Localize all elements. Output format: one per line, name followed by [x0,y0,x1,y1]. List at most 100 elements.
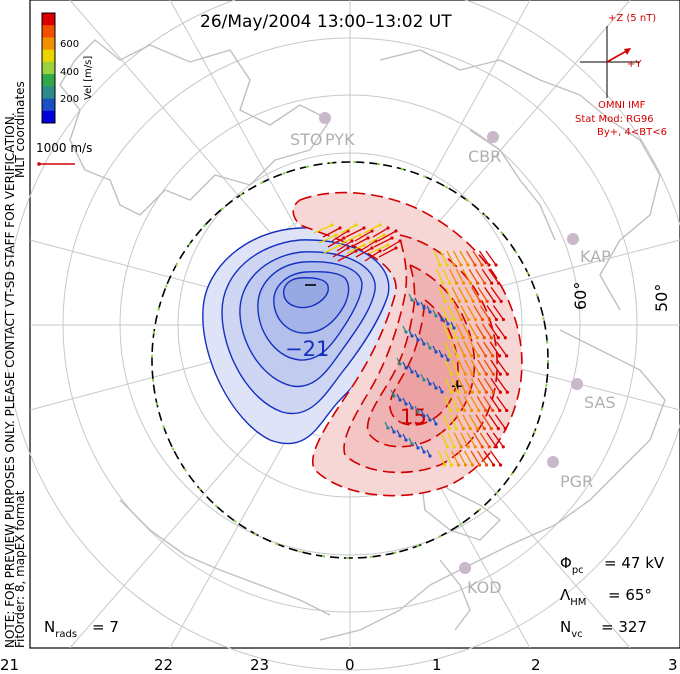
velocity-vector [449,268,458,284]
velocity-vector [414,405,419,413]
velocity-vector [396,429,401,437]
boundary-vectors [151,161,549,559]
velocity-vector [420,445,425,453]
velocity-vector [378,247,397,258]
velocity-vector [384,421,389,429]
map-title: 26/May/2004 13:00–13:02 UT [200,12,452,32]
velocity-vector [488,268,500,284]
station-marker [459,562,471,574]
velocity-vector [466,305,477,320]
velocity-vector [465,250,476,266]
imf-y-label: +Y [627,59,642,70]
velocity-vector [477,359,487,375]
velocity-vector [455,268,465,284]
velocity-vector [483,377,494,393]
velocity-vector [457,359,466,375]
velocity-vector [483,450,495,466]
velocity-vector [457,377,466,393]
velocity-vector [426,449,431,457]
velocity-vector [432,417,437,425]
velocity-vector [475,268,486,284]
radar-count: = 7 [92,618,119,636]
velocity-vector [432,345,437,353]
america-coast [319,329,666,641]
velocity-vector [477,377,487,393]
velocity-vector [470,341,480,357]
velocity-vector [449,414,457,429]
station-label-kap: KAP [580,247,611,266]
velocity-vector [390,425,395,433]
velocity-vector [451,287,460,302]
velocity-vector [464,359,473,375]
velocity-vector [442,414,450,429]
velocity-vector [414,441,419,449]
bay-coast [439,559,471,631]
velocity-vector [481,323,492,339]
velocity-vector [460,432,469,448]
velocity-vector [490,359,501,375]
velocity-vector [485,250,497,266]
velocity-vector [483,396,494,411]
velocity-vector [368,234,385,244]
station-label-pyk: PYK [325,130,355,149]
velocity-vector [457,396,466,411]
plot-frame [29,0,680,649]
velocity-vector [402,361,407,369]
velocity-vector [313,224,333,234]
latitude-label-50: 50° [652,284,671,312]
velocity-vector [496,396,508,411]
velocity-vector [472,250,483,266]
colorbar-segment [42,110,55,124]
velocity-vector [464,377,473,393]
mlt-tick-label: 3 [668,656,678,674]
velocity-scale: 1000 m/s [36,141,92,166]
velocity-vector [439,250,448,266]
station-labels: STO PYK CBR KAP SAS PGR KOD [290,130,616,597]
velocity-vector [449,323,457,339]
velocity-vector [444,353,449,361]
velocity-vector [420,373,425,381]
station-marker [547,456,559,468]
velocity-vector [479,432,490,448]
velocity-vector [372,227,389,238]
velocity-vector [490,450,502,466]
velocity-vector [490,377,501,393]
velocity-vector [447,305,456,320]
velocity-vector [432,381,437,389]
velocity-vector [438,287,446,302]
velocity-vector [426,377,431,385]
velocity-vector [489,341,501,357]
colorbar-segment [42,74,55,87]
fit-order-note: FitOrder: 8, mapEX format [13,490,27,648]
mlt-tick-label: 22 [154,656,173,674]
velocity-vector [408,329,413,337]
colorbar-tick: 400 [60,67,79,78]
station-label-cbr: CBR [468,147,501,166]
velocity-vector [494,323,506,339]
velocity-vector [455,323,464,339]
station-label-pgr: PGR [560,472,593,491]
station-label-sto: STO [290,130,323,149]
velocity-vector [457,450,467,466]
velocity-vector [457,341,466,357]
velocity-vector [414,333,419,341]
velocity-vector [492,305,504,320]
velocity-vector [363,224,381,234]
negative-contour [282,277,329,309]
velocity-vector [442,268,451,284]
velocity-vector [408,365,413,373]
velocity-vector [390,389,395,397]
hudson-bay [419,469,501,541]
velocity-vector [340,224,357,234]
velocity-vector [438,385,443,393]
velocity-vector [481,268,493,284]
velocity-vector [382,240,401,252]
velocity-vector [455,414,464,429]
velocity-vector [437,450,446,466]
velocity-vector [318,234,337,244]
velocity-vector [483,359,494,375]
colorbar-label: Vel [m/s] [83,56,94,100]
velocity-colorbar: 600 400 200 Vel [m/s] [41,12,94,124]
velocity-vector [323,244,341,254]
cross-polar-potential: = 47 kV [604,554,665,572]
